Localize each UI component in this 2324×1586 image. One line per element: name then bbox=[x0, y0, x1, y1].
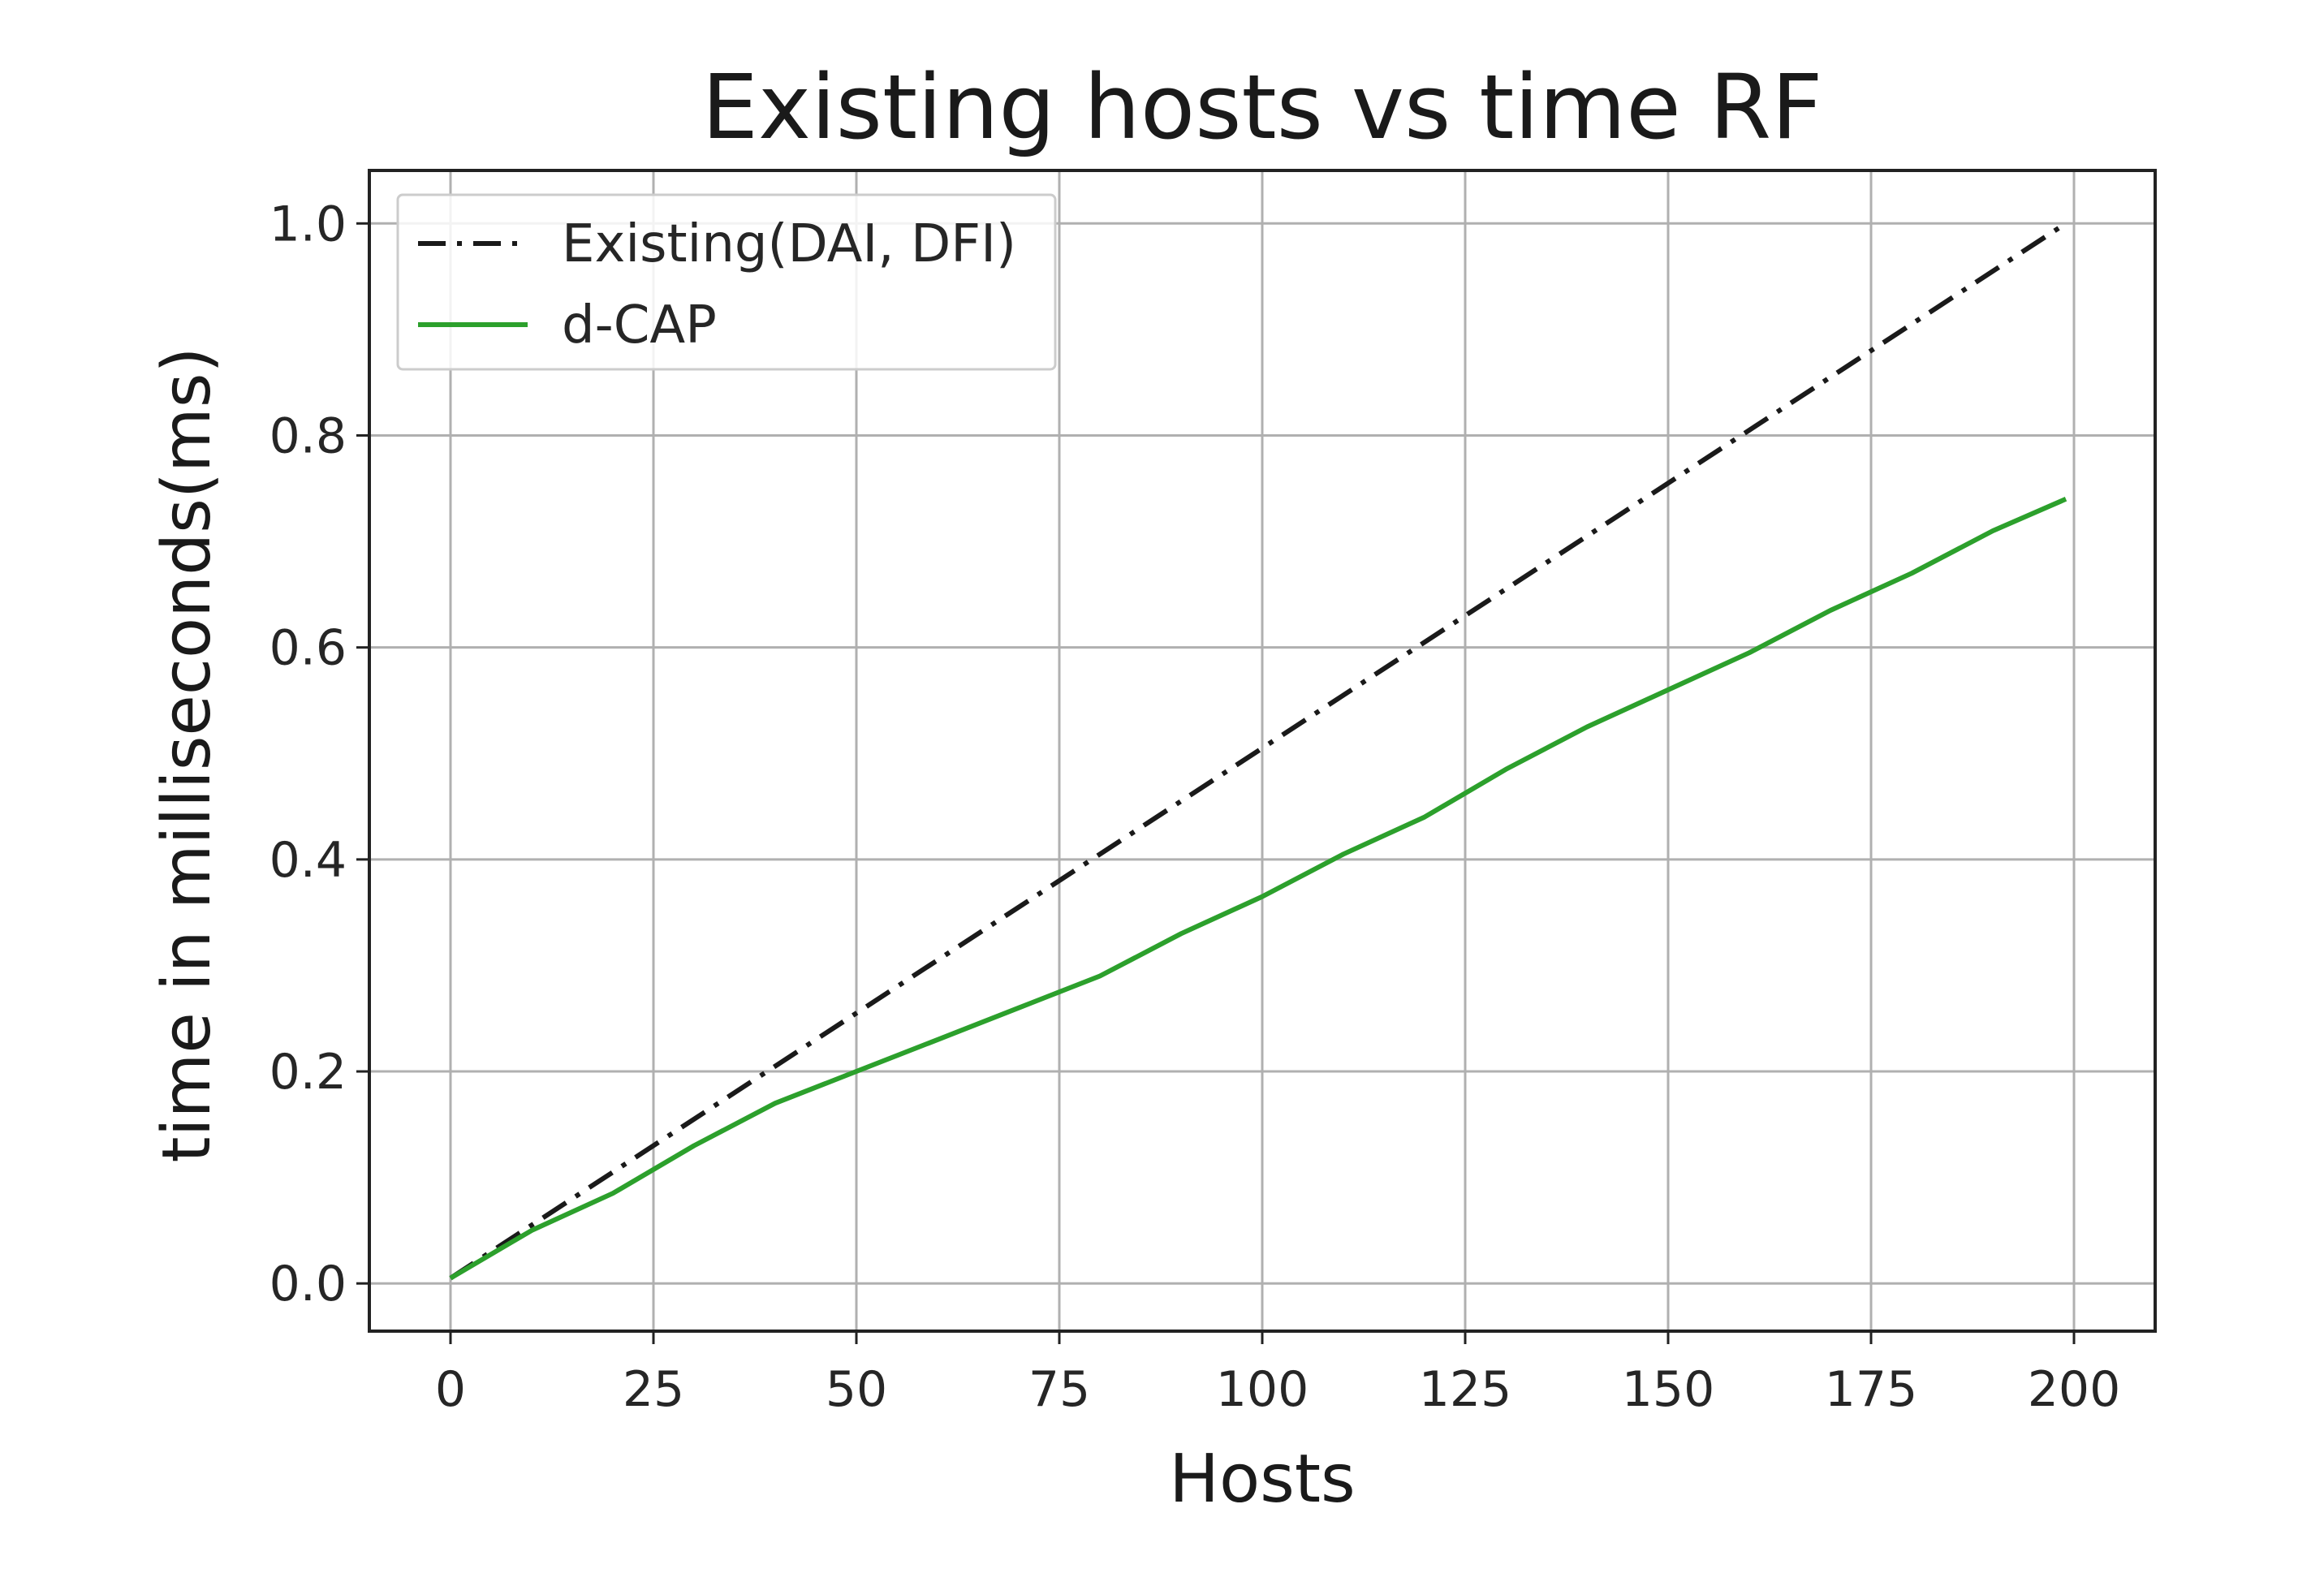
grid bbox=[369, 170, 2155, 1331]
legend-box bbox=[396, 193, 1057, 371]
y-tick-label: 1.0 bbox=[269, 196, 347, 252]
x-tick-label: 175 bbox=[1825, 1361, 1918, 1418]
ticks: 0 25 50 75 100 125 150 175 200 0.0 0.2 0.4 0.6 0.8 1.0 bbox=[269, 196, 2121, 1418]
x-tick-label: 125 bbox=[1419, 1361, 1512, 1418]
x-tick-label: 25 bbox=[623, 1361, 684, 1418]
legend: Existing(DAI, DFI) d-CAP bbox=[396, 193, 1057, 371]
series-line-existing bbox=[449, 221, 2067, 1281]
legend-label-dcap: d-CAP bbox=[562, 295, 717, 356]
y-tick-label: 0.2 bbox=[269, 1044, 347, 1101]
y-tick-label: 0.4 bbox=[269, 832, 347, 889]
series-line-dcap bbox=[449, 497, 2067, 1281]
y-tick-label: 0.0 bbox=[269, 1256, 347, 1312]
x-tick-label: 50 bbox=[826, 1361, 887, 1418]
series-layer bbox=[449, 221, 2067, 1281]
chart-title: Existing hosts vs time RF bbox=[702, 55, 1823, 159]
x-tick-label: 0 bbox=[435, 1361, 466, 1418]
x-tick-label: 75 bbox=[1028, 1361, 1090, 1418]
y-tick-label: 0.6 bbox=[269, 620, 347, 677]
x-axis-label: Hosts bbox=[1169, 1441, 1355, 1518]
x-tick-label: 150 bbox=[1622, 1361, 1715, 1418]
y-axis-label: time in milliseconds(ms) bbox=[149, 347, 226, 1163]
legend-label-existing: Existing(DAI, DFI) bbox=[562, 214, 1016, 274]
x-tick-label: 100 bbox=[1216, 1361, 1309, 1418]
x-tick-label: 200 bbox=[2028, 1361, 2121, 1418]
y-tick-label: 0.8 bbox=[269, 407, 347, 464]
